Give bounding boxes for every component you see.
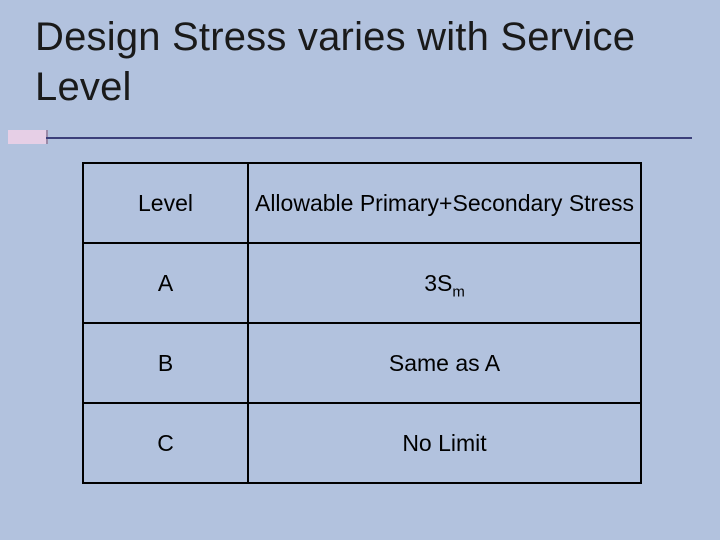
stress-table-wrap: Level Allowable Primary+Secondary Stress… [82, 162, 640, 484]
table-row: A 3Sm [83, 243, 641, 323]
title-accent [8, 130, 46, 144]
cell-stress: No Limit [248, 403, 641, 483]
slide: Design Stress varies with Service Level … [0, 0, 720, 540]
page-title: Design Stress varies with Service Level [35, 12, 660, 112]
title-area: Design Stress varies with Service Level [35, 12, 660, 112]
cell-stress: 3Sm [248, 243, 641, 323]
stress-table: Level Allowable Primary+Secondary Stress… [82, 162, 642, 484]
stress-value: 3S [424, 270, 452, 296]
stress-value: No Limit [402, 430, 486, 456]
stress-subscript: m [452, 283, 464, 300]
table-header-row: Level Allowable Primary+Secondary Stress [83, 163, 641, 243]
stress-value: Same as A [389, 350, 500, 376]
cell-level: C [83, 403, 248, 483]
col-header-stress: Allowable Primary+Secondary Stress [248, 163, 641, 243]
cell-level: B [83, 323, 248, 403]
table-row: C No Limit [83, 403, 641, 483]
cell-stress: Same as A [248, 323, 641, 403]
title-underline [46, 137, 692, 139]
cell-level: A [83, 243, 248, 323]
table-row: B Same as A [83, 323, 641, 403]
col-header-level: Level [83, 163, 248, 243]
